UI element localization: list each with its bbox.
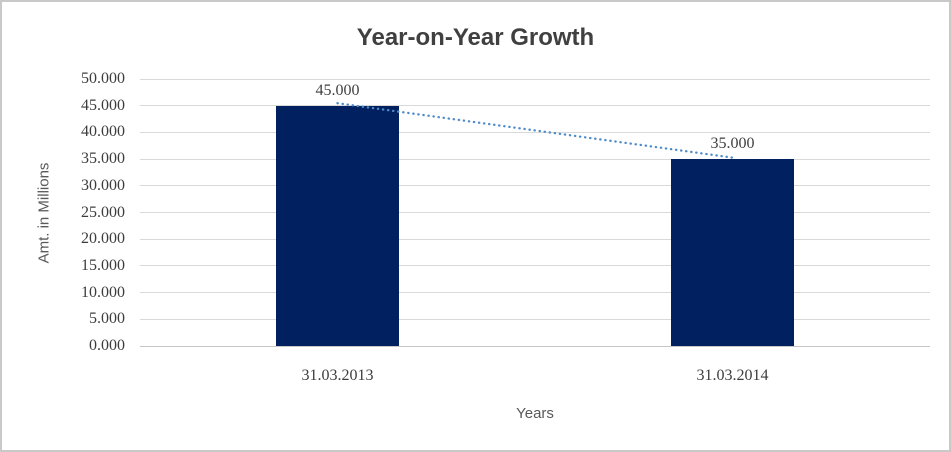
bar [671,159,794,346]
gridline [140,345,930,347]
trendline [336,102,734,159]
y-axis-tick-label: 35.000 [81,150,125,168]
x-axis-category-label: 31.03.2013 [301,367,374,384]
bar-value-label: 35.000 [710,135,755,153]
bar-value-label: 45.000 [315,81,360,99]
bar [276,105,399,346]
gridline [140,238,930,240]
gridline [140,78,930,80]
gridline [140,105,930,107]
y-axis-tick-label: 20.000 [81,230,125,248]
gridline [140,158,930,160]
chart-title: Year-on-Year Growth [356,24,595,51]
x-axis-title: Years [516,405,554,422]
y-axis-tick-label: 50.000 [81,70,125,87]
gridline [140,131,930,133]
y-axis-tick-label: 15.000 [81,256,125,274]
y-axis-tick-label: 5.000 [89,310,125,328]
y-axis-tick-label: 40.000 [81,123,125,141]
gridline [140,212,930,213]
y-axis-tick-label: 25.000 [81,203,125,221]
y-axis-tick-label: 0.000 [89,337,125,354]
gridline [140,292,930,294]
gridline [140,318,930,320]
y-axis-tick-label: 10.000 [81,283,125,301]
y-axis-tick-label: 30.000 [81,176,125,194]
x-axis-category-label: 31.03.2014 [696,367,769,384]
plot-area: 45.000 35.000 [140,78,930,347]
gridline [140,265,930,267]
gridline [140,185,930,187]
y-axis-tick-label: 45.000 [81,96,125,114]
